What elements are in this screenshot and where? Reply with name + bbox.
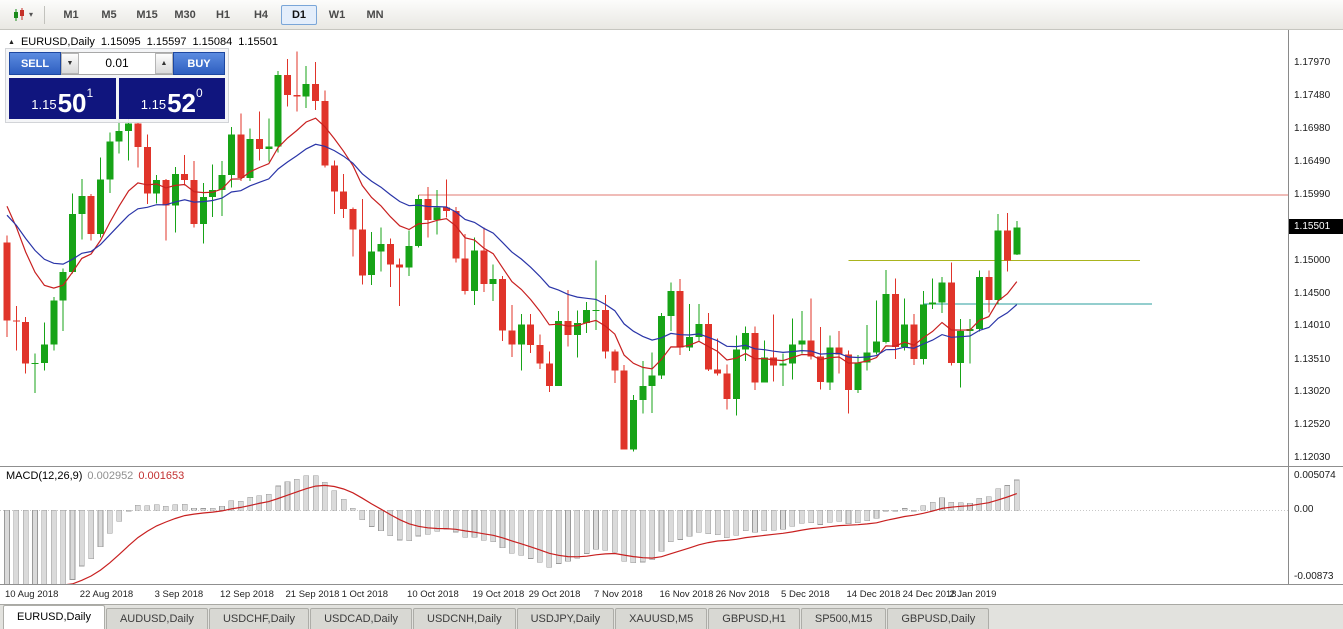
- macd-label: MACD(12,26,9) 0.002952 0.001653: [6, 470, 184, 482]
- sell-price-pips: 50: [57, 87, 87, 118]
- date-axis-label: 2 Jan 2019: [949, 589, 997, 600]
- current-price-tag: 1.15501: [1289, 219, 1343, 235]
- one-click-trading-panel: SELL ▼ 0.01 ▲ BUY 1.15 50 1 1.15 52 0: [5, 48, 229, 123]
- buy-price-base: 1.15: [140, 97, 167, 112]
- timeframe-toolbar: ▾ M1 M5 M15 M30 H1 H4 D1 W1 MN: [0, 0, 1343, 30]
- macd-axis[interactable]: 0.005074 0.00 -0.00873: [1288, 466, 1343, 584]
- date-axis-label: 7 Nov 2018: [594, 589, 643, 600]
- date-axis-label: 26 Nov 2018: [715, 589, 770, 600]
- macd-value-main: 0.002952: [87, 470, 134, 482]
- macd-chart[interactable]: [0, 467, 1288, 585]
- timeframe-m1-button[interactable]: M1: [63, 8, 79, 21]
- volume-increase-button[interactable]: ▲: [155, 53, 173, 74]
- chart-tab-bar: EURUSD,Daily AUDUSD,Daily USDCHF,Daily USDC…: [0, 604, 1343, 629]
- timeframe-w1-button[interactable]: W1: [328, 8, 346, 21]
- candlestick-chart-icon: [14, 7, 24, 21]
- chart-tab-audusd-daily[interactable]: AUDUSD,Daily: [105, 608, 208, 629]
- candlestick-chart[interactable]: [0, 30, 1288, 466]
- date-axis-label: 3 Sep 2018: [154, 589, 204, 600]
- date-axis-label: 5 Dec 2018: [781, 589, 830, 600]
- price-axis-label: 1.14010: [1294, 320, 1331, 332]
- ohlc-open: 1.15095: [100, 36, 141, 48]
- chart-tab-xauusd-m5[interactable]: XAUUSD,M5: [615, 608, 708, 629]
- price-axis-label: 1.17970: [1294, 57, 1331, 69]
- price-chart-panel[interactable]: ▲ EURUSD,Daily 1.15095 1.15597 1.15084 1…: [0, 30, 1288, 466]
- timeframe-h1-button[interactable]: H1: [215, 8, 231, 21]
- date-axis[interactable]: 10 Aug 2018 22 Aug 2018 3 Sep 2018 12 Sep 2…: [0, 584, 1343, 604]
- macd-axis-max: 0.005074: [1294, 470, 1336, 481]
- price-axis-label: 1.13510: [1294, 353, 1331, 365]
- chart-tab-gbpusd-daily[interactable]: GBPUSD,Daily: [887, 608, 990, 629]
- date-axis-label: 22 Aug 2018: [79, 589, 134, 600]
- chart-tab-usdcad-daily[interactable]: USDCAD,Daily: [310, 608, 413, 629]
- chart-tab-usdcnh-daily[interactable]: USDCNH,Daily: [413, 608, 516, 629]
- macd-axis-min: -0.00873: [1294, 571, 1334, 582]
- price-axis-label: 1.16980: [1294, 123, 1331, 135]
- macd-name: MACD(12,26,9): [6, 470, 83, 482]
- chevron-down-icon: ▾: [29, 9, 34, 19]
- price-axis-label: 1.15000: [1294, 254, 1331, 266]
- buy-price-pipette: 0: [196, 86, 203, 100]
- chart-tab-usdchf-daily[interactable]: USDCHF,Daily: [208, 608, 310, 629]
- date-axis-label: 10 Aug 2018: [5, 589, 59, 600]
- ohlc-close: 1.15501: [238, 36, 278, 48]
- price-axis-label: 1.16490: [1294, 155, 1331, 167]
- chart-tab-sp500-m15[interactable]: SP500,M15: [800, 608, 887, 629]
- sell-quote[interactable]: 1.15 50 1: [9, 78, 116, 119]
- price-axis-label: 1.17480: [1294, 89, 1331, 101]
- price-axis-label: 1.12520: [1294, 419, 1331, 431]
- volume-decrease-button[interactable]: ▼: [61, 53, 79, 74]
- chart-type-button[interactable]: ▾: [8, 5, 37, 25]
- macd-axis-zero: 0.00: [1294, 504, 1314, 516]
- ohlc-high: 1.15597: [146, 36, 187, 48]
- date-axis-label: 12 Sep 2018: [220, 589, 274, 600]
- price-axis[interactable]: 1.15501 1.17970 1.17480 1.16980 1.16490 1.15…: [1288, 30, 1343, 466]
- timeframe-m5-button[interactable]: M5: [101, 8, 117, 21]
- timeframe-m15-button[interactable]: M15: [136, 8, 158, 21]
- chart-symbol: EURUSD,Daily: [20, 36, 95, 48]
- macd-value-signal: 0.001653: [138, 470, 185, 482]
- date-axis-label: 29 Oct 2018: [528, 589, 581, 600]
- volume-input[interactable]: 0.01: [105, 56, 129, 70]
- toolbar-separator: [44, 5, 46, 24]
- sell-price-pipette: 1: [86, 86, 94, 100]
- buy-price-pips: 52: [167, 87, 197, 118]
- timeframe-h4-button[interactable]: H4: [253, 8, 269, 21]
- chart-tab-eurusd-daily[interactable]: EURUSD,Daily: [3, 605, 105, 629]
- timeframe-d1-button[interactable]: D1: [281, 4, 318, 25]
- timeframe-m30-button[interactable]: M30: [174, 8, 196, 21]
- chart-tab-gbpusd-h1[interactable]: GBPUSD,H1: [708, 608, 800, 629]
- chart-title: ▲ EURUSD,Daily 1.15095 1.15597 1.15084 1…: [8, 36, 278, 48]
- chart-tab-usdjpy-daily[interactable]: USDJPY,Daily: [516, 608, 615, 629]
- price-axis-label: 1.13020: [1294, 386, 1331, 398]
- date-axis-label: 14 Dec 2018: [846, 589, 901, 600]
- timeframe-mn-button[interactable]: MN: [366, 8, 384, 21]
- timeframe-buttons: M1 M5 M15 M30 H1 H4 D1 W1 MN: [52, 4, 394, 25]
- buy-quote[interactable]: 1.15 52 0: [118, 78, 225, 119]
- sell-price-base: 1.15: [31, 97, 57, 112]
- date-axis-label: 10 Oct 2018: [407, 589, 459, 600]
- date-axis-label: 24 Dec 2018: [902, 589, 957, 600]
- price-axis-label: 1.15990: [1294, 188, 1331, 200]
- macd-indicator-panel[interactable]: MACD(12,26,9) 0.002952 0.001653: [0, 466, 1288, 585]
- price-axis-label: 1.12030: [1294, 452, 1331, 464]
- sell-button[interactable]: SELL: [9, 52, 61, 75]
- date-axis-label: 1 Oct 2018: [341, 589, 389, 600]
- collapse-panel-icon[interactable]: ▲: [8, 38, 15, 46]
- date-axis-label: 21 Sep 2018: [285, 589, 340, 600]
- volume-field: ▼ 0.01 ▲: [61, 52, 173, 75]
- date-axis-label: 16 Nov 2018: [659, 589, 714, 600]
- buy-button[interactable]: BUY: [173, 52, 225, 75]
- date-axis-label: 19 Oct 2018: [472, 589, 525, 600]
- price-axis-label: 1.14500: [1294, 287, 1331, 299]
- ohlc-low: 1.15084: [192, 36, 233, 48]
